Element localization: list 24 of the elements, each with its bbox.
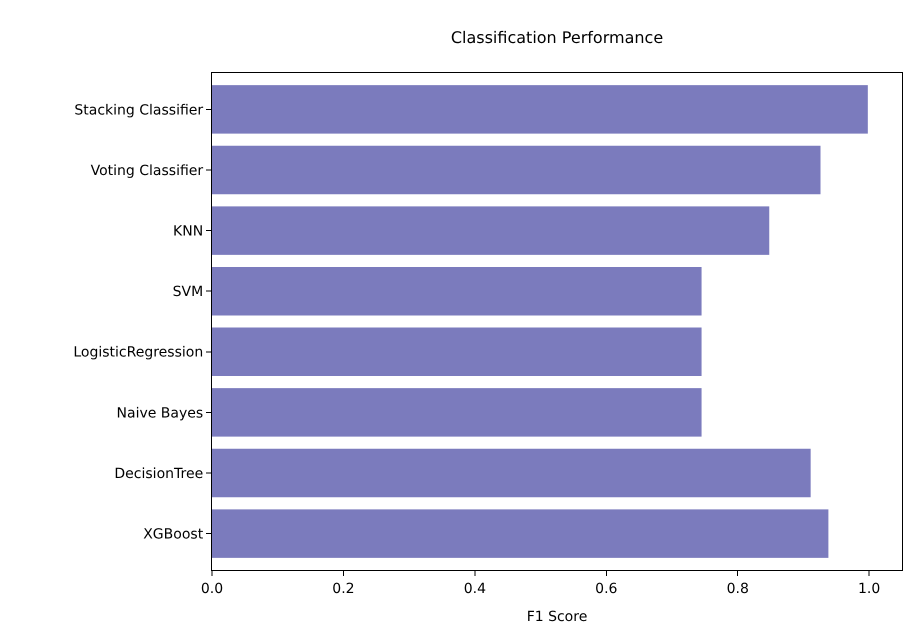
y-tick-label: Voting Classifier (90, 162, 204, 179)
bar (212, 509, 828, 558)
y-tick-label: LogisticRegression (73, 344, 204, 361)
x-tick-label: 1.0 (858, 580, 880, 597)
y-tick-label: XGBoost (143, 526, 204, 543)
x-tick-label: 0.2 (332, 580, 355, 597)
x-axis-title: F1 Score (526, 609, 588, 626)
y-tick-label: KNN (173, 223, 204, 240)
y-tick-label: Naive Bayes (116, 405, 204, 422)
y-tick-label: Stacking Classifier (74, 102, 204, 118)
x-tick-label: 0.8 (726, 580, 749, 597)
x-tick-label: 0.0 (200, 580, 224, 597)
y-tick-label: SVM (172, 284, 204, 300)
bar (212, 328, 702, 376)
bar (212, 85, 868, 134)
bar (212, 266, 702, 316)
y-tick-label: DecisionTree (114, 466, 204, 482)
bar (212, 388, 702, 437)
x-tick-label: 0.6 (595, 580, 618, 597)
chart-title: Classification Performance (450, 28, 664, 47)
x-tick-label: 0.4 (464, 580, 486, 597)
bar (212, 146, 821, 194)
bar (212, 448, 811, 498)
bar (212, 206, 770, 255)
